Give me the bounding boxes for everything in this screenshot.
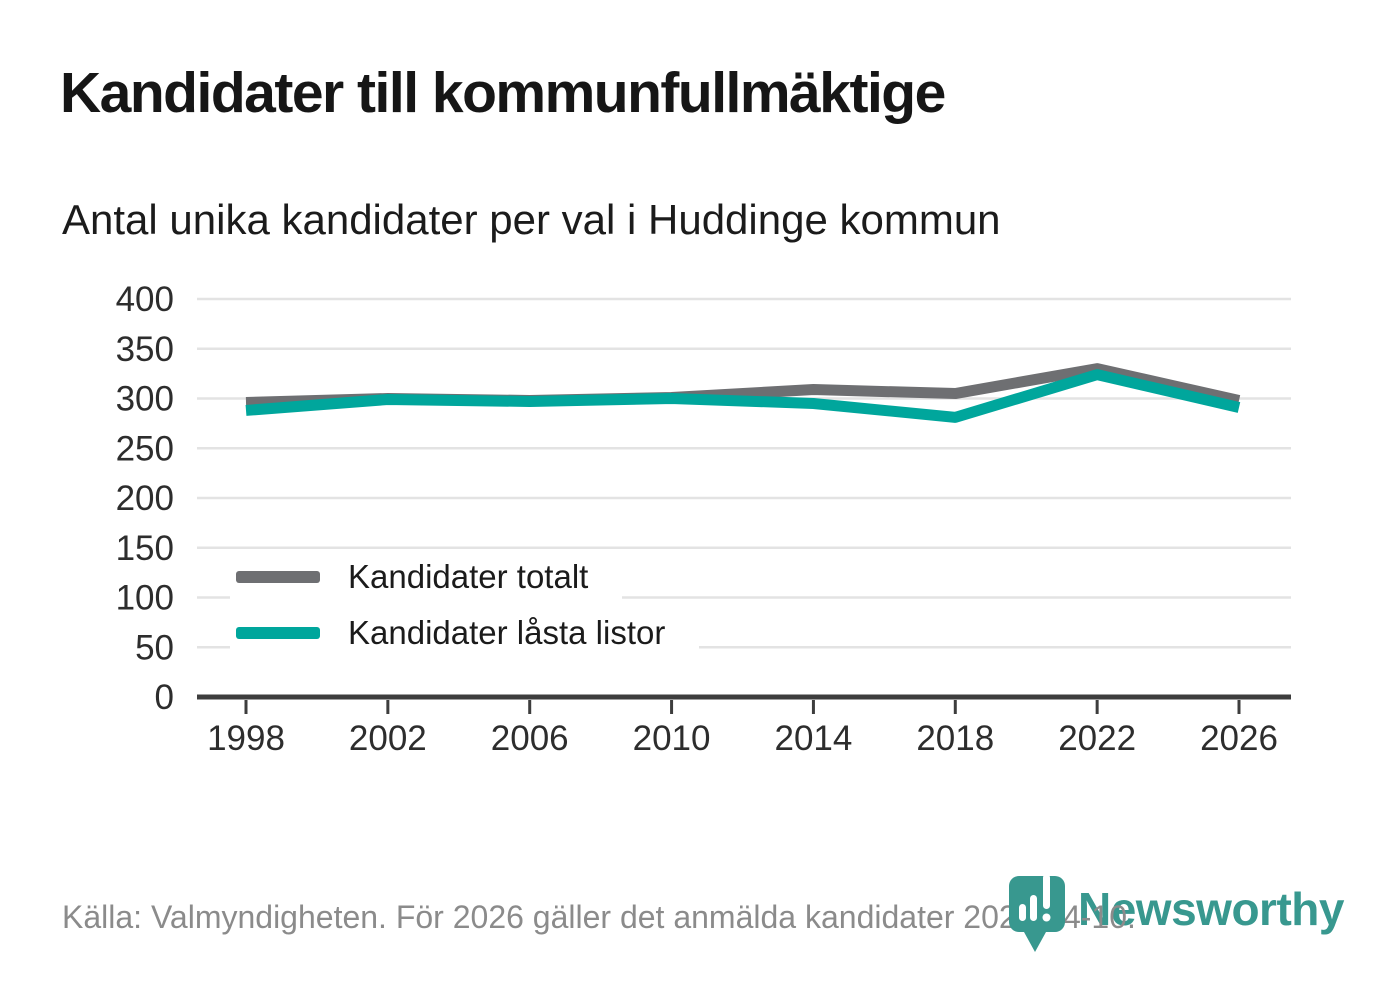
y-tick-label: 50 bbox=[135, 628, 174, 667]
x-tick-label: 2010 bbox=[633, 719, 711, 758]
legend-item-total: Kandidater totalt bbox=[230, 549, 623, 605]
x-tick-label: 2022 bbox=[1058, 719, 1136, 758]
x-tick-label: 2018 bbox=[916, 719, 994, 758]
bar-chart-dot bbox=[1042, 913, 1051, 922]
legend-label-total: Kandidater totalt bbox=[348, 558, 589, 595]
y-tick-label: 400 bbox=[116, 280, 174, 319]
newsworthy-pin-icon bbox=[1009, 874, 1065, 952]
bar-chart-bar-tall bbox=[1043, 874, 1050, 909]
bar-chart-bar-small bbox=[1019, 904, 1026, 921]
legend-label-locked-lists: Kandidater låsta listor bbox=[348, 614, 666, 651]
chart-legend: Kandidater totalt Kandidater låsta listo… bbox=[230, 549, 700, 661]
legend-item-locked-lists: Kandidater låsta listor bbox=[230, 605, 700, 661]
newsworthy-wordmark: Newsworthy bbox=[1078, 883, 1344, 935]
y-tick-label: 350 bbox=[116, 330, 174, 369]
x-tick-label: 2026 bbox=[1200, 719, 1278, 758]
y-tick-label: 200 bbox=[116, 479, 174, 518]
page-title: Kandidater till kommunfullmäktige bbox=[60, 61, 946, 125]
source-note: Källa: Valmyndigheten. För 2026 gäller d… bbox=[62, 899, 1136, 935]
y-tick-label: 150 bbox=[116, 529, 174, 568]
x-tick-label: 2002 bbox=[349, 719, 427, 758]
x-tick-label: 2014 bbox=[774, 719, 852, 758]
legend-swatch-locked-lists bbox=[236, 627, 320, 639]
chart-subtitle: Antal unika kandidater per val i Hudding… bbox=[62, 196, 1001, 243]
x-tick-label: 1998 bbox=[207, 719, 285, 758]
series-line-locked bbox=[245, 369, 1241, 423]
x-tick-label: 2006 bbox=[491, 719, 569, 758]
y-tick-label: 0 bbox=[155, 678, 174, 717]
legend-swatch-total bbox=[236, 571, 320, 583]
y-tick-label: 250 bbox=[116, 429, 174, 468]
y-tick-label: 100 bbox=[116, 579, 174, 618]
y-tick-label: 300 bbox=[116, 380, 174, 419]
bar-chart-bar-medium bbox=[1030, 895, 1037, 921]
